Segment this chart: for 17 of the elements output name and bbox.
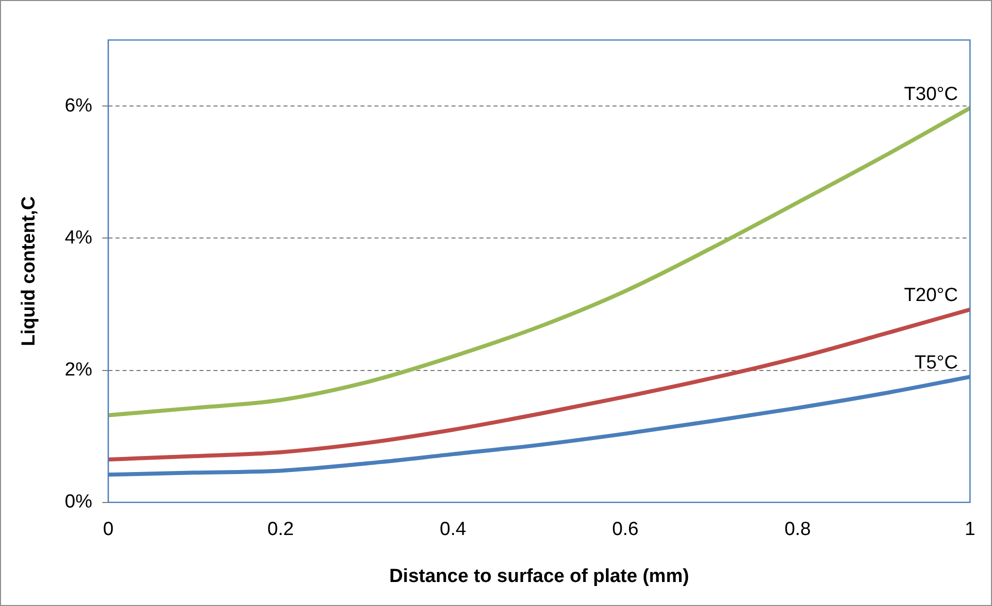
y-tick-label: 2% <box>64 360 92 381</box>
x-tick-label: 0 <box>102 519 114 540</box>
x-tick-label: 0.8 <box>784 519 811 540</box>
x-tick-label: 0.6 <box>612 519 639 540</box>
x-axis-title: Distance to surface of plate (mm) <box>389 566 690 587</box>
series-label: T20°C <box>904 285 958 306</box>
series-label: T5°C <box>914 352 958 374</box>
y-tick-label: 4% <box>64 227 92 248</box>
line-series <box>108 106 970 418</box>
x-tick-label: 0.4 <box>440 519 467 540</box>
y-tick-label: 0% <box>64 492 92 513</box>
x-tick-label: 0.2 <box>267 519 294 540</box>
y-tick-label: 6% <box>64 95 92 116</box>
x-tick-label: 1 <box>964 519 976 540</box>
y-axis-title: Liquid content,C <box>18 196 40 346</box>
series-label: T30°C <box>904 84 958 105</box>
line-series <box>108 308 970 462</box>
